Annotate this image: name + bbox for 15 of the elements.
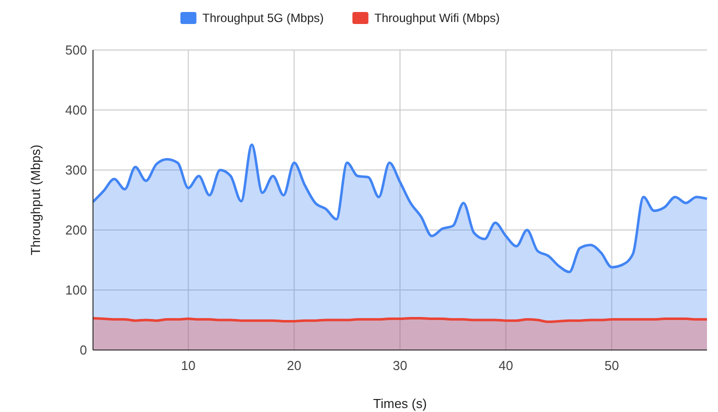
legend-label: Throughput 5G (Mbps) xyxy=(202,11,324,26)
x-tick-label: 10 xyxy=(181,358,196,373)
x-axis-title: Times (s) xyxy=(373,396,427,411)
y-tick-label: 400 xyxy=(65,102,87,118)
legend-label: Throughput Wifi (Mbps) xyxy=(374,11,500,26)
x-tick-label: 20 xyxy=(286,358,302,373)
y-tick-label: 200 xyxy=(65,222,87,238)
x-tick-label: 50 xyxy=(604,358,619,373)
x-tick-label: 30 xyxy=(392,358,408,373)
y-tick-label: 300 xyxy=(65,162,87,178)
x-tick-label: 40 xyxy=(498,358,514,373)
y-tick-label: 500 xyxy=(65,42,87,58)
y-tick-label: 0 xyxy=(80,342,87,358)
y-axis-title: Throughput (Mbps) xyxy=(28,144,43,256)
y-tick-label: 100 xyxy=(65,282,87,298)
